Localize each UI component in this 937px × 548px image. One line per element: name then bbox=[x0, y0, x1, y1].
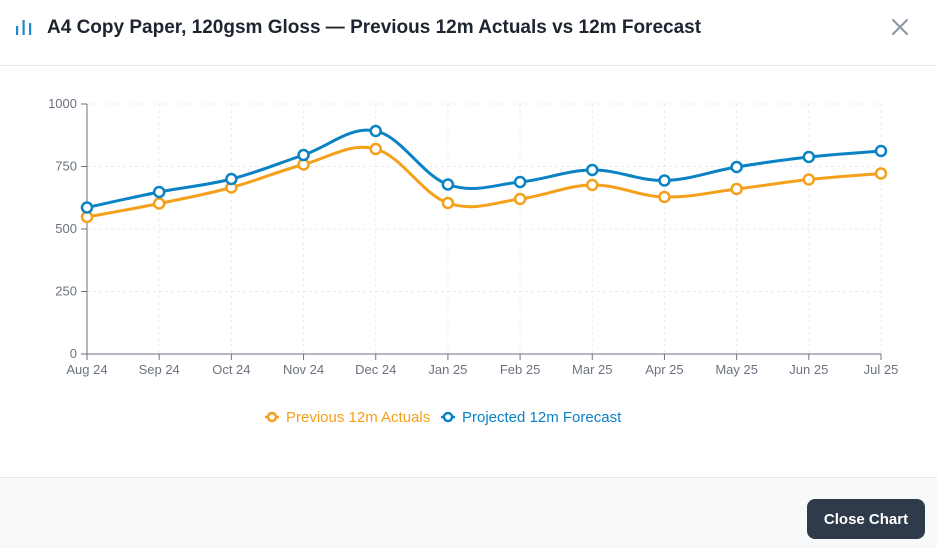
data-point-actuals bbox=[369, 142, 382, 156]
x-tick-label: Jun 25 bbox=[789, 362, 828, 377]
modal-header: A4 Copy Paper, 120gsm Gloss — Previous 1… bbox=[0, 0, 937, 66]
data-point-actuals bbox=[802, 173, 816, 186]
x-tick-label: May 25 bbox=[715, 362, 758, 377]
x-tick-label: Feb 25 bbox=[500, 362, 540, 377]
data-point-actuals bbox=[586, 178, 599, 192]
data-point-forecast bbox=[513, 175, 527, 189]
data-point-forecast bbox=[80, 201, 94, 214]
data-point-actuals bbox=[441, 196, 455, 210]
series-line-actuals bbox=[86, 145, 882, 219]
legend-label-actuals: Previous 12m Actuals bbox=[286, 409, 430, 426]
data-point-actuals bbox=[730, 182, 743, 196]
page-title: A4 Copy Paper, 120gsm Gloss — Previous 1… bbox=[47, 17, 702, 38]
x-tick-label: Sep 24 bbox=[139, 362, 180, 377]
legend-marker-forecast bbox=[442, 411, 454, 423]
data-point-forecast bbox=[802, 150, 816, 164]
data-point-forecast bbox=[225, 172, 238, 186]
y-tick-label: 750 bbox=[55, 159, 77, 174]
y-tick-label: 500 bbox=[55, 221, 77, 236]
data-point-forecast bbox=[152, 185, 166, 199]
y-tick-label: 250 bbox=[55, 284, 77, 299]
x-tick-label: Apr 25 bbox=[645, 362, 683, 377]
series-line-forecast bbox=[86, 128, 882, 209]
data-point-forecast bbox=[658, 174, 671, 187]
data-point-actuals bbox=[874, 167, 888, 180]
data-point-forecast bbox=[441, 178, 455, 191]
close-icon[interactable] bbox=[890, 17, 910, 37]
legend-label-forecast: Projected 12m Forecast bbox=[462, 409, 622, 426]
line-chart: 0 250 500 750 1000 Aug 24 Sep 24 Oct 24 Nov 24 De… bbox=[48, 96, 899, 426]
x-tick-label: Aug 24 bbox=[66, 362, 107, 377]
x-tick-label: Nov 24 bbox=[283, 362, 324, 377]
data-point-actuals bbox=[513, 192, 527, 206]
data-point-forecast bbox=[586, 163, 599, 177]
data-point-forecast bbox=[874, 144, 888, 158]
x-tick-label: Oct 24 bbox=[212, 362, 250, 377]
bar-chart-icon bbox=[16, 20, 32, 35]
data-point-forecast bbox=[730, 160, 743, 174]
data-point-actuals bbox=[658, 190, 671, 204]
chart-area: 0 250 500 750 1000 Aug 24 Sep 24 Oct 24 Nov 24 De… bbox=[0, 66, 937, 476]
x-tick-label: Jul 25 bbox=[864, 362, 899, 377]
y-tick-label: 0 bbox=[70, 346, 77, 361]
data-point-forecast bbox=[369, 124, 382, 138]
x-tick-label: Jan 25 bbox=[428, 362, 467, 377]
modal-footer: Close Chart bbox=[0, 477, 937, 548]
data-point-forecast bbox=[297, 148, 310, 162]
x-tick-label: Dec 24 bbox=[355, 362, 396, 377]
y-tick-label: 1000 bbox=[48, 96, 77, 111]
data-point-actuals bbox=[152, 197, 166, 210]
legend-marker-actuals bbox=[266, 411, 278, 423]
x-tick-label: Mar 25 bbox=[572, 362, 612, 377]
close-chart-button[interactable]: Close Chart bbox=[807, 499, 925, 539]
